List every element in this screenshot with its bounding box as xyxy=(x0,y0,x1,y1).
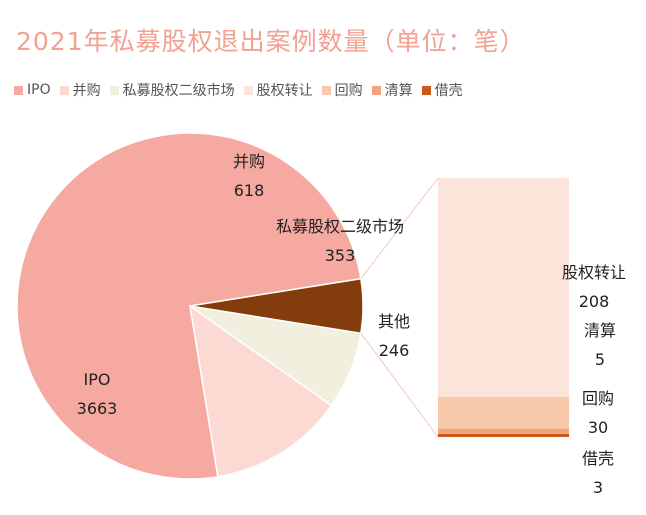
bar-segment xyxy=(438,178,569,397)
pie-label-name: IPO xyxy=(84,370,111,389)
legend-item: 股权转让 xyxy=(243,80,313,100)
pie-label-name: 私募股权二级市场 xyxy=(276,217,404,236)
legend-label: 回购 xyxy=(334,83,363,99)
bar-label-value: 208 xyxy=(579,292,610,311)
legend-item: 清算 xyxy=(371,80,413,100)
legend-label: IPO xyxy=(27,82,51,98)
pie-label-name: 其他 xyxy=(378,312,410,331)
legend-item: 并购 xyxy=(59,80,101,100)
pie-slice xyxy=(189,277,364,335)
connector-line-top xyxy=(360,177,439,280)
chart-legend: IPO 并购 私募股权二级市场 股权转让 回购 清算 借壳 xyxy=(14,80,472,100)
legend-swatch xyxy=(14,85,23,95)
bar-label-name: 回购 xyxy=(582,389,614,408)
legend-swatch xyxy=(371,85,381,95)
bar-segment xyxy=(438,396,569,429)
chart-title: 2021年私募股权退出案例数量（单位：笔） xyxy=(16,27,526,56)
legend-swatch xyxy=(321,85,331,95)
legend-label: 股权转让 xyxy=(256,83,313,99)
legend-label: 私募股权二级市场 xyxy=(122,83,235,99)
connector-line-bottom xyxy=(360,332,439,438)
legend-swatch xyxy=(243,85,253,95)
pie-label-value: 246 xyxy=(379,341,410,360)
bar-label-value: 5 xyxy=(595,350,605,369)
pie-label-value: 353 xyxy=(325,246,356,265)
pie-label-value: 618 xyxy=(234,181,265,200)
bar-label-value: 3 xyxy=(593,478,603,497)
bar-segment xyxy=(438,428,569,434)
legend-swatch xyxy=(59,85,69,95)
legend-swatch xyxy=(109,85,119,95)
pie-label-value: 3663 xyxy=(77,399,118,418)
legend-label: 借壳 xyxy=(434,83,463,99)
bar-label-name: 股权转让 xyxy=(562,263,626,282)
legend-item: IPO xyxy=(14,82,51,98)
pie-slice xyxy=(16,132,362,480)
legend-swatch xyxy=(421,85,431,95)
pie-slice xyxy=(188,304,333,478)
bar-label-value: 30 xyxy=(588,418,608,437)
legend-item: 回购 xyxy=(321,80,363,100)
pie-label-name: 并购 xyxy=(233,152,265,171)
legend-label: 清算 xyxy=(384,83,413,99)
legend-label: 并购 xyxy=(72,83,101,99)
bar-label-name: 清算 xyxy=(584,321,616,340)
bar-label-name: 借壳 xyxy=(582,449,614,468)
legend-item: 私募股权二级市场 xyxy=(109,80,235,100)
legend-item: 借壳 xyxy=(421,80,463,100)
bar-segment xyxy=(438,433,569,437)
